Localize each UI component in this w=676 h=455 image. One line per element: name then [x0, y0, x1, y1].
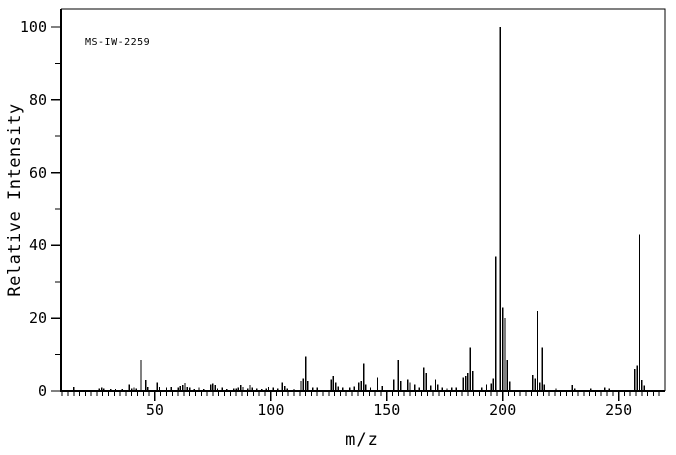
x-tick-label: 250	[605, 401, 633, 419]
y-tick-label: 100	[19, 18, 47, 36]
x-tick-label: 200	[489, 401, 517, 419]
y-tick-label: 80	[28, 90, 47, 109]
y-tick-label: 40	[28, 236, 47, 255]
x-tick-label: 50	[145, 401, 164, 419]
y-tick-label: 20	[28, 309, 47, 328]
y-axis-title: Relative Intensity	[5, 103, 25, 297]
y-tick-label: 0	[37, 382, 47, 400]
x-tick-label: 100	[257, 401, 285, 419]
spectrum-id-label: MS-IW-2259	[85, 37, 151, 48]
x-tick-label: 150	[373, 401, 401, 419]
x-axis-title: m/z	[345, 430, 379, 450]
y-tick-label: 60	[28, 163, 47, 182]
